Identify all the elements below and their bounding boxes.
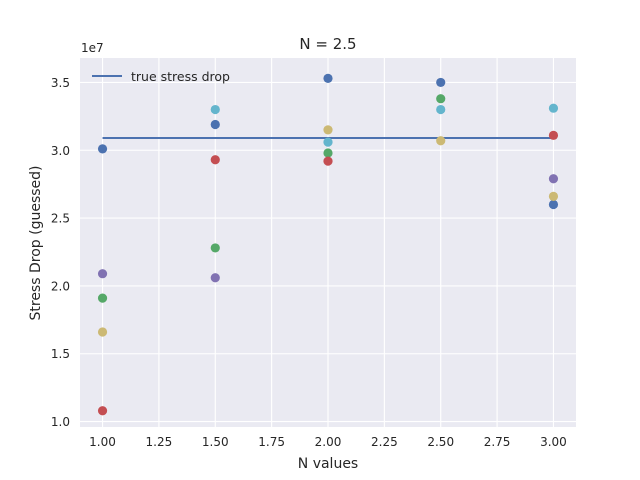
x-axis-title: N values — [298, 456, 358, 472]
y-tick-label: 2.0 — [51, 279, 70, 293]
data-point — [548, 130, 559, 140]
x-tick-label: 1.00 — [89, 435, 116, 449]
data-point — [97, 144, 108, 154]
data-point — [210, 243, 220, 253]
data-point — [210, 273, 220, 283]
y-tick-label: 1.5 — [51, 347, 70, 361]
data-point — [436, 136, 446, 146]
scatter-points — [97, 73, 559, 416]
data-point — [548, 199, 559, 210]
legend-label: true stress drop — [131, 69, 230, 84]
y-axis-title: Stress Drop (guessed) — [28, 166, 44, 321]
data-point — [323, 148, 333, 158]
data-point — [436, 104, 446, 115]
data-point — [210, 119, 220, 130]
y-tick-label: 3.0 — [51, 144, 70, 158]
y-offset-label: 1e7 — [81, 41, 104, 55]
data-point — [97, 406, 108, 416]
y-tick-label: 1.0 — [51, 415, 70, 429]
data-point — [548, 191, 559, 201]
data-point — [436, 77, 446, 88]
x-tick-label: 3.00 — [540, 435, 567, 449]
data-point — [323, 156, 333, 166]
data-point — [323, 137, 333, 147]
data-point — [323, 125, 333, 135]
data-point — [548, 174, 559, 184]
y-tick-label: 2.5 — [51, 212, 70, 226]
data-point — [97, 269, 108, 279]
x-tick-label: 2.00 — [315, 435, 342, 449]
chart-title: N = 2.5 — [299, 35, 356, 53]
legend: true stress drop — [92, 69, 230, 84]
y-axis-ticks: 1.0 1.5 2.0 2.5 3.0 3.5 — [51, 76, 70, 429]
x-axis-ticks: 1.00 1.25 1.50 1.75 2.00 2.25 2.50 2.75 3.00 — [89, 435, 567, 449]
data-point — [323, 73, 333, 83]
x-tick-label: 1.25 — [146, 435, 173, 449]
y-tick-label: 3.5 — [51, 76, 70, 90]
data-point — [210, 104, 220, 115]
data-point — [548, 103, 559, 113]
data-point — [97, 293, 108, 303]
x-tick-label: 2.25 — [371, 435, 398, 449]
x-tick-label: 2.50 — [427, 435, 454, 449]
data-point — [210, 155, 220, 165]
data-point — [97, 327, 108, 337]
x-tick-label: 1.50 — [202, 435, 229, 449]
x-tick-label: 1.75 — [258, 435, 285, 449]
data-point — [436, 94, 446, 104]
x-tick-label: 2.75 — [484, 435, 511, 449]
